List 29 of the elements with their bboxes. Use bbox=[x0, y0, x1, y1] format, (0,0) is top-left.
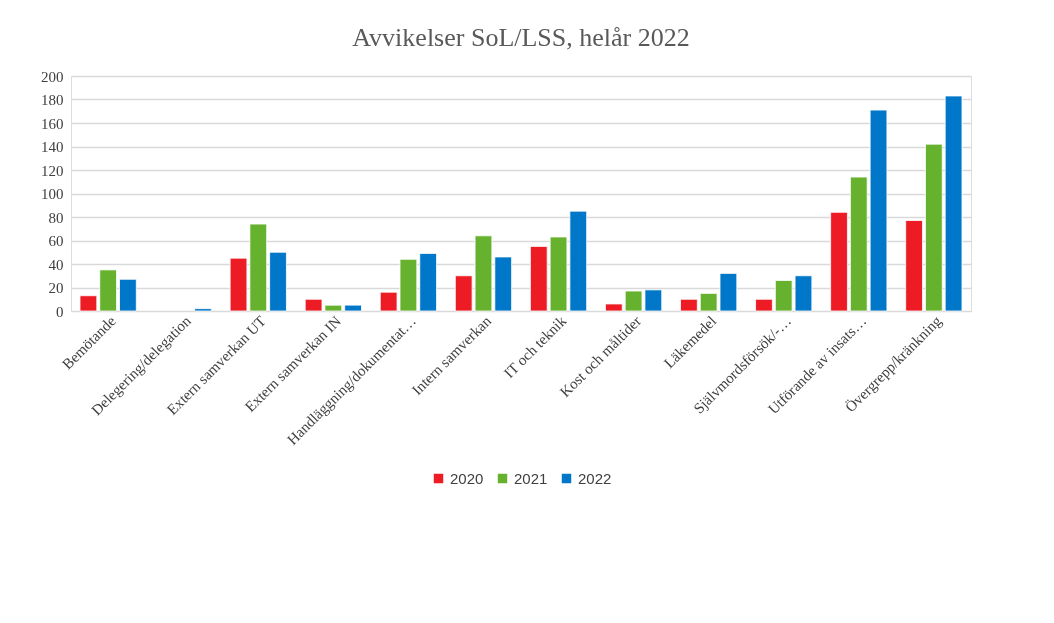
y-tick-label: 40 bbox=[48, 256, 64, 273]
y-tick-label: 200 bbox=[41, 68, 64, 85]
y-tick-label: 160 bbox=[41, 115, 64, 132]
bar bbox=[99, 269, 117, 312]
bar bbox=[194, 308, 212, 312]
y-tick-label: 180 bbox=[41, 92, 64, 108]
legend-label: 2022 bbox=[578, 469, 612, 487]
bar bbox=[905, 220, 923, 312]
y-tick-label: 20 bbox=[48, 280, 64, 296]
y-tick-label: 60 bbox=[48, 233, 64, 249]
y-tick-label: 80 bbox=[48, 209, 64, 226]
y-tick-label: 0 bbox=[56, 303, 64, 320]
bar bbox=[269, 251, 287, 312]
chart-title: Avvikelser SoL/LSS, helår 2022 bbox=[352, 23, 690, 52]
bar bbox=[605, 303, 623, 312]
bar bbox=[344, 304, 362, 312]
y-tick-label: 140 bbox=[41, 139, 64, 155]
bar bbox=[925, 143, 943, 312]
y-tick-label: 100 bbox=[41, 186, 64, 202]
bar bbox=[79, 295, 98, 312]
legend-label: 2021 bbox=[514, 469, 548, 487]
legend-label: 2020 bbox=[450, 469, 484, 487]
bar bbox=[755, 298, 773, 312]
bar bbox=[830, 211, 848, 312]
bar bbox=[419, 253, 437, 312]
bar bbox=[944, 95, 963, 312]
bar bbox=[119, 278, 137, 312]
bar bbox=[680, 298, 698, 312]
y-tick-label: 120 bbox=[41, 162, 64, 179]
